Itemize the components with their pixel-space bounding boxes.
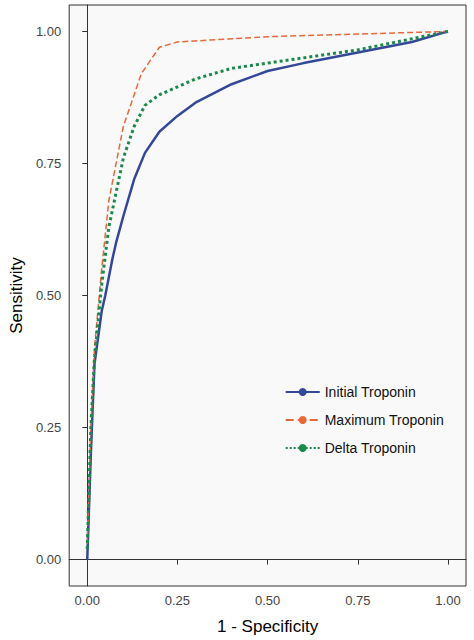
svg-text:0.50: 0.50 bbox=[255, 593, 280, 608]
svg-text:Initial Troponin: Initial Troponin bbox=[325, 384, 416, 400]
svg-text:Maximum Troponin: Maximum Troponin bbox=[325, 412, 444, 428]
svg-text:1 - Specificity: 1 - Specificity bbox=[217, 617, 319, 636]
svg-text:1.00: 1.00 bbox=[435, 593, 460, 608]
svg-text:0.75: 0.75 bbox=[345, 593, 370, 608]
svg-text:1.00: 1.00 bbox=[36, 24, 61, 39]
svg-text:0.25: 0.25 bbox=[36, 420, 61, 435]
svg-text:Delta Troponin: Delta Troponin bbox=[325, 440, 416, 456]
svg-text:0.25: 0.25 bbox=[165, 593, 190, 608]
svg-text:0.75: 0.75 bbox=[36, 156, 61, 171]
svg-text:0.00: 0.00 bbox=[75, 593, 100, 608]
svg-text:Sensitivity: Sensitivity bbox=[7, 257, 26, 334]
svg-text:0.00: 0.00 bbox=[36, 552, 61, 567]
svg-text:0.50: 0.50 bbox=[36, 288, 61, 303]
